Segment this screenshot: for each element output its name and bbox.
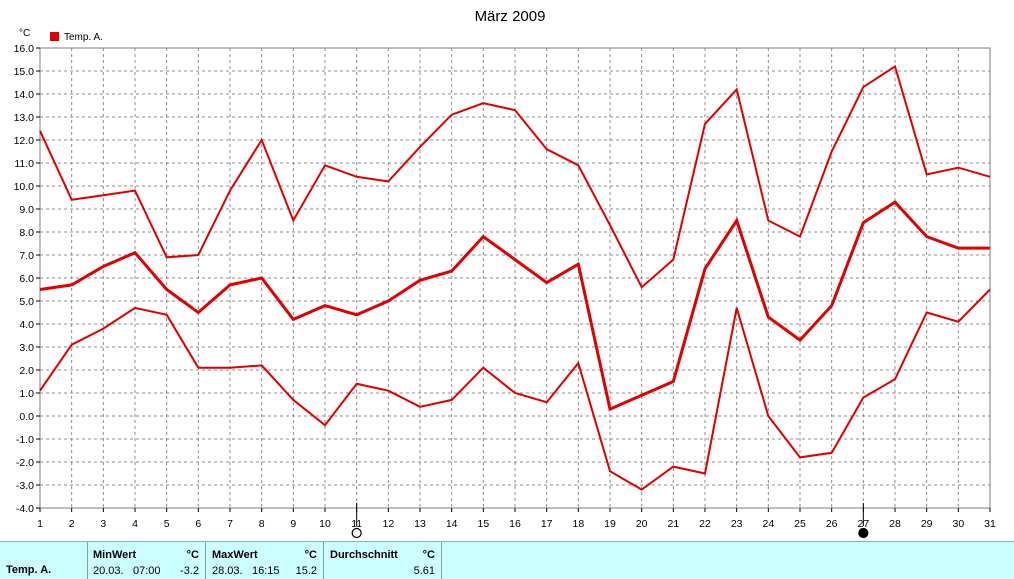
x-tick-label: 24 [762,518,774,530]
y-tick-label: 0.0 [19,411,34,423]
x-tick-label: 23 [731,518,743,530]
max-time: 16:15 [252,565,280,577]
x-tick-label: 8 [259,518,265,530]
max-value: 15.2 [295,565,317,577]
temperature-chart: März 2009 °C Temp. A. 16.015.014.013.012… [14,8,996,539]
x-tick-label: 10 [319,518,331,530]
full-moon-icon [351,527,362,539]
min-unit: °C [186,549,199,561]
y-tick-label: 8.0 [19,227,34,239]
x-tick-label: 5 [164,518,170,530]
grid-lines [39,47,991,509]
y-tick-label: 12.0 [14,135,35,147]
x-tick-label: 2 [69,518,75,530]
min-label: MinWert [93,549,137,561]
stats-avg-cell: Durchschnitt °C 5.61 [324,542,442,579]
series-lines [39,64,991,491]
x-tick-label: 21 [667,518,679,530]
x-tick-label: 19 [604,518,616,530]
x-tick-label: 14 [446,518,458,530]
moon-markers [351,503,869,539]
new-moon-icon [858,527,869,539]
stats-min-cell: MinWert °C 20.03. 07:00 -3.2 [88,542,206,579]
series-line-avg [39,200,990,412]
y-tick-label: 6.0 [19,273,34,285]
x-tick-label: 16 [509,518,521,530]
y-tick-label: 7.0 [19,250,34,262]
y-tick-label: 14.0 [14,89,35,101]
max-label: MaxWert [212,549,258,561]
y-tick-label: -4.0 [16,503,34,515]
stats-series-cell: Temp. A. [0,542,88,579]
chart-title: März 2009 [475,8,546,25]
x-tick-label: 20 [636,518,648,530]
y-tick-label: 15.0 [14,66,35,78]
y-tick-label: 10.0 [14,181,35,193]
min-time: 07:00 [133,565,161,577]
max-unit: °C [304,549,317,561]
y-tick-label: -2.0 [16,457,34,469]
x-tick-label: 29 [921,518,933,530]
y-axis-ticks: 16.0 15.0 14.0 13.0 12.0 11.0 10.0 9.0 8.0 7.0 6.0… [14,43,40,515]
x-tick-label: 9 [290,518,296,530]
x-tick-label: 30 [952,518,964,530]
legend-swatch [50,32,59,41]
avg-unit: °C [422,549,435,561]
y-tick-label: 1.0 [19,388,34,400]
series-line-max [39,64,991,289]
x-tick-label: 12 [382,518,394,530]
x-axis-ticks: 1 2 3 4 5 6 7 8 9 10 11 12 13 14 15 16 17 18 19 20 21 22 23 24 2… [37,508,996,530]
y-tick-label: -1.0 [16,434,34,446]
y-axis-unit: °C [19,28,30,39]
stats-max-cell: MaxWert °C 28.03. 16:15 15.2 [206,542,324,579]
y-tick-label: 13.0 [14,112,35,124]
y-tick-label: 3.0 [19,342,34,354]
x-tick-label: 15 [477,518,489,530]
min-date: 20.03. [93,565,124,577]
stats-series-label: Temp. A. [6,564,52,576]
x-tick-label: 17 [541,518,553,530]
y-tick-label: 16.0 [14,43,35,55]
x-tick-label: 26 [826,518,838,530]
x-tick-label: 25 [794,518,806,530]
stats-bar: Temp. A. MinWert °C 20.03. 07:00 -3.2 Ma… [0,541,1014,579]
max-date: 28.03. [212,565,243,577]
x-tick-label: 13 [414,518,426,530]
y-tick-label: 11.0 [14,158,34,170]
avg-value: 5.61 [413,565,435,577]
min-value: -3.2 [180,565,199,577]
y-tick-label: 4.0 [19,319,34,331]
x-tick-label: 7 [227,518,233,530]
y-tick-label: 5.0 [19,296,34,308]
y-tick-label: 2.0 [19,365,34,377]
x-tick-label: 31 [984,518,996,530]
x-tick-label: 22 [699,518,711,530]
x-tick-label: 28 [889,518,901,530]
y-tick-label: 9.0 [19,204,34,216]
legend-label: Temp. A. [64,32,103,43]
series-line-min [39,288,991,491]
y-tick-label: -3.0 [16,480,34,492]
x-tick-label: 3 [100,518,106,530]
x-tick-label: 6 [195,518,201,530]
avg-label: Durchschnitt [330,549,398,561]
x-tick-label: 1 [37,518,43,530]
x-tick-label: 4 [132,518,138,530]
x-tick-label: 18 [572,518,584,530]
